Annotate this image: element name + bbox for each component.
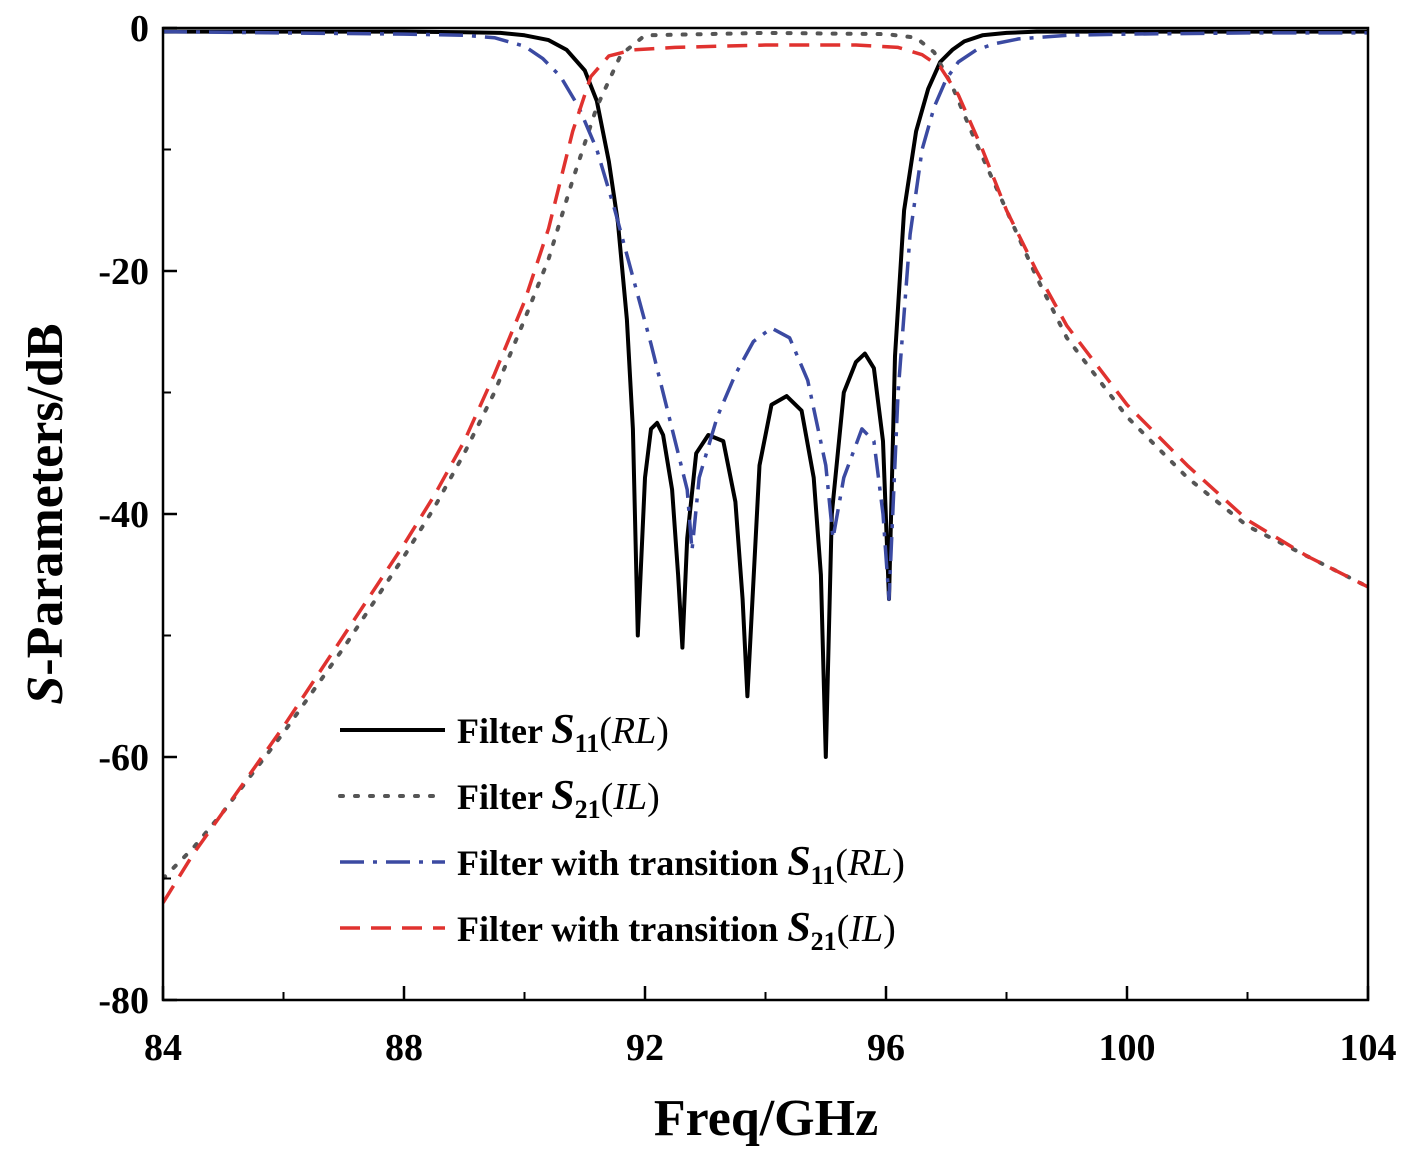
series-line-1 (163, 30, 1368, 881)
tick-layer: 84 88 92 96 100 104 0 -20 -40 -60 -80 (98, 8, 1396, 1069)
legend-label-3: Filter with transition S21(IL) (457, 905, 896, 956)
legend-paren-open: ( (837, 908, 850, 950)
legend-prefix: Filter (457, 777, 551, 817)
y-axis-title-italic: S (17, 676, 74, 705)
legend-paren-close: ) (647, 776, 660, 818)
legend-param: S (551, 773, 574, 819)
legend-prefix: Filter with transition (457, 843, 787, 883)
x-tick-label-0: 84 (144, 1027, 182, 1069)
y-axis-title: S-Parameters/dB (17, 323, 74, 704)
legend-prefix: Filter with transition (457, 909, 787, 949)
y-tick-label-0: 0 (130, 8, 149, 50)
x-tick-label-4: 100 (1099, 1027, 1156, 1069)
legend-param: S (787, 839, 810, 885)
x-tick-label-3: 96 (867, 1027, 905, 1069)
legend-prefix: Filter (457, 711, 551, 751)
y-tick-label-4: -80 (98, 980, 149, 1022)
legend-label-0: Filter S11(RL) (457, 707, 669, 758)
legend-subscript: 21 (575, 795, 601, 824)
legend-paren-open: ( (835, 842, 848, 884)
x-axis-title: Freq/GHz (654, 1090, 878, 1147)
legend: Filter S11(RL)Filter S21(IL)Filter with … (338, 707, 905, 956)
y-tick-label-2: -40 (98, 494, 149, 536)
series-line-2 (163, 29, 1368, 601)
legend-paren-open: ( (601, 776, 614, 818)
legend-subscript: 11 (811, 861, 836, 890)
legend-param: S (551, 707, 574, 753)
series-layer (163, 29, 1368, 904)
legend-paren-open: ( (599, 710, 612, 752)
series-line-3 (163, 43, 1368, 904)
legend-suffix: RL (611, 710, 656, 752)
legend-paren-close: ) (892, 842, 905, 884)
legend-subscript: 21 (811, 927, 837, 956)
x-tick-label-1: 88 (385, 1027, 423, 1069)
y-axis-title-rest: -Parameters/dB (17, 323, 74, 675)
legend-suffix: IL (612, 776, 647, 818)
legend-paren-close: ) (883, 908, 896, 950)
legend-suffix: IL (848, 908, 883, 950)
y-tick-label-3: -60 (98, 737, 149, 779)
legend-label-2: Filter with transition S11(RL) (457, 839, 905, 890)
legend-label-1: Filter S21(IL) (457, 773, 660, 824)
x-tick-label-5: 104 (1340, 1027, 1397, 1069)
legend-subscript: 11 (575, 729, 600, 758)
x-tick-label-2: 92 (626, 1027, 664, 1069)
legend-suffix: RL (847, 842, 892, 884)
legend-paren-close: ) (656, 710, 669, 752)
legend-param: S (787, 905, 810, 951)
y-tick-label-1: -20 (98, 251, 149, 293)
series-line-0 (163, 29, 1368, 759)
